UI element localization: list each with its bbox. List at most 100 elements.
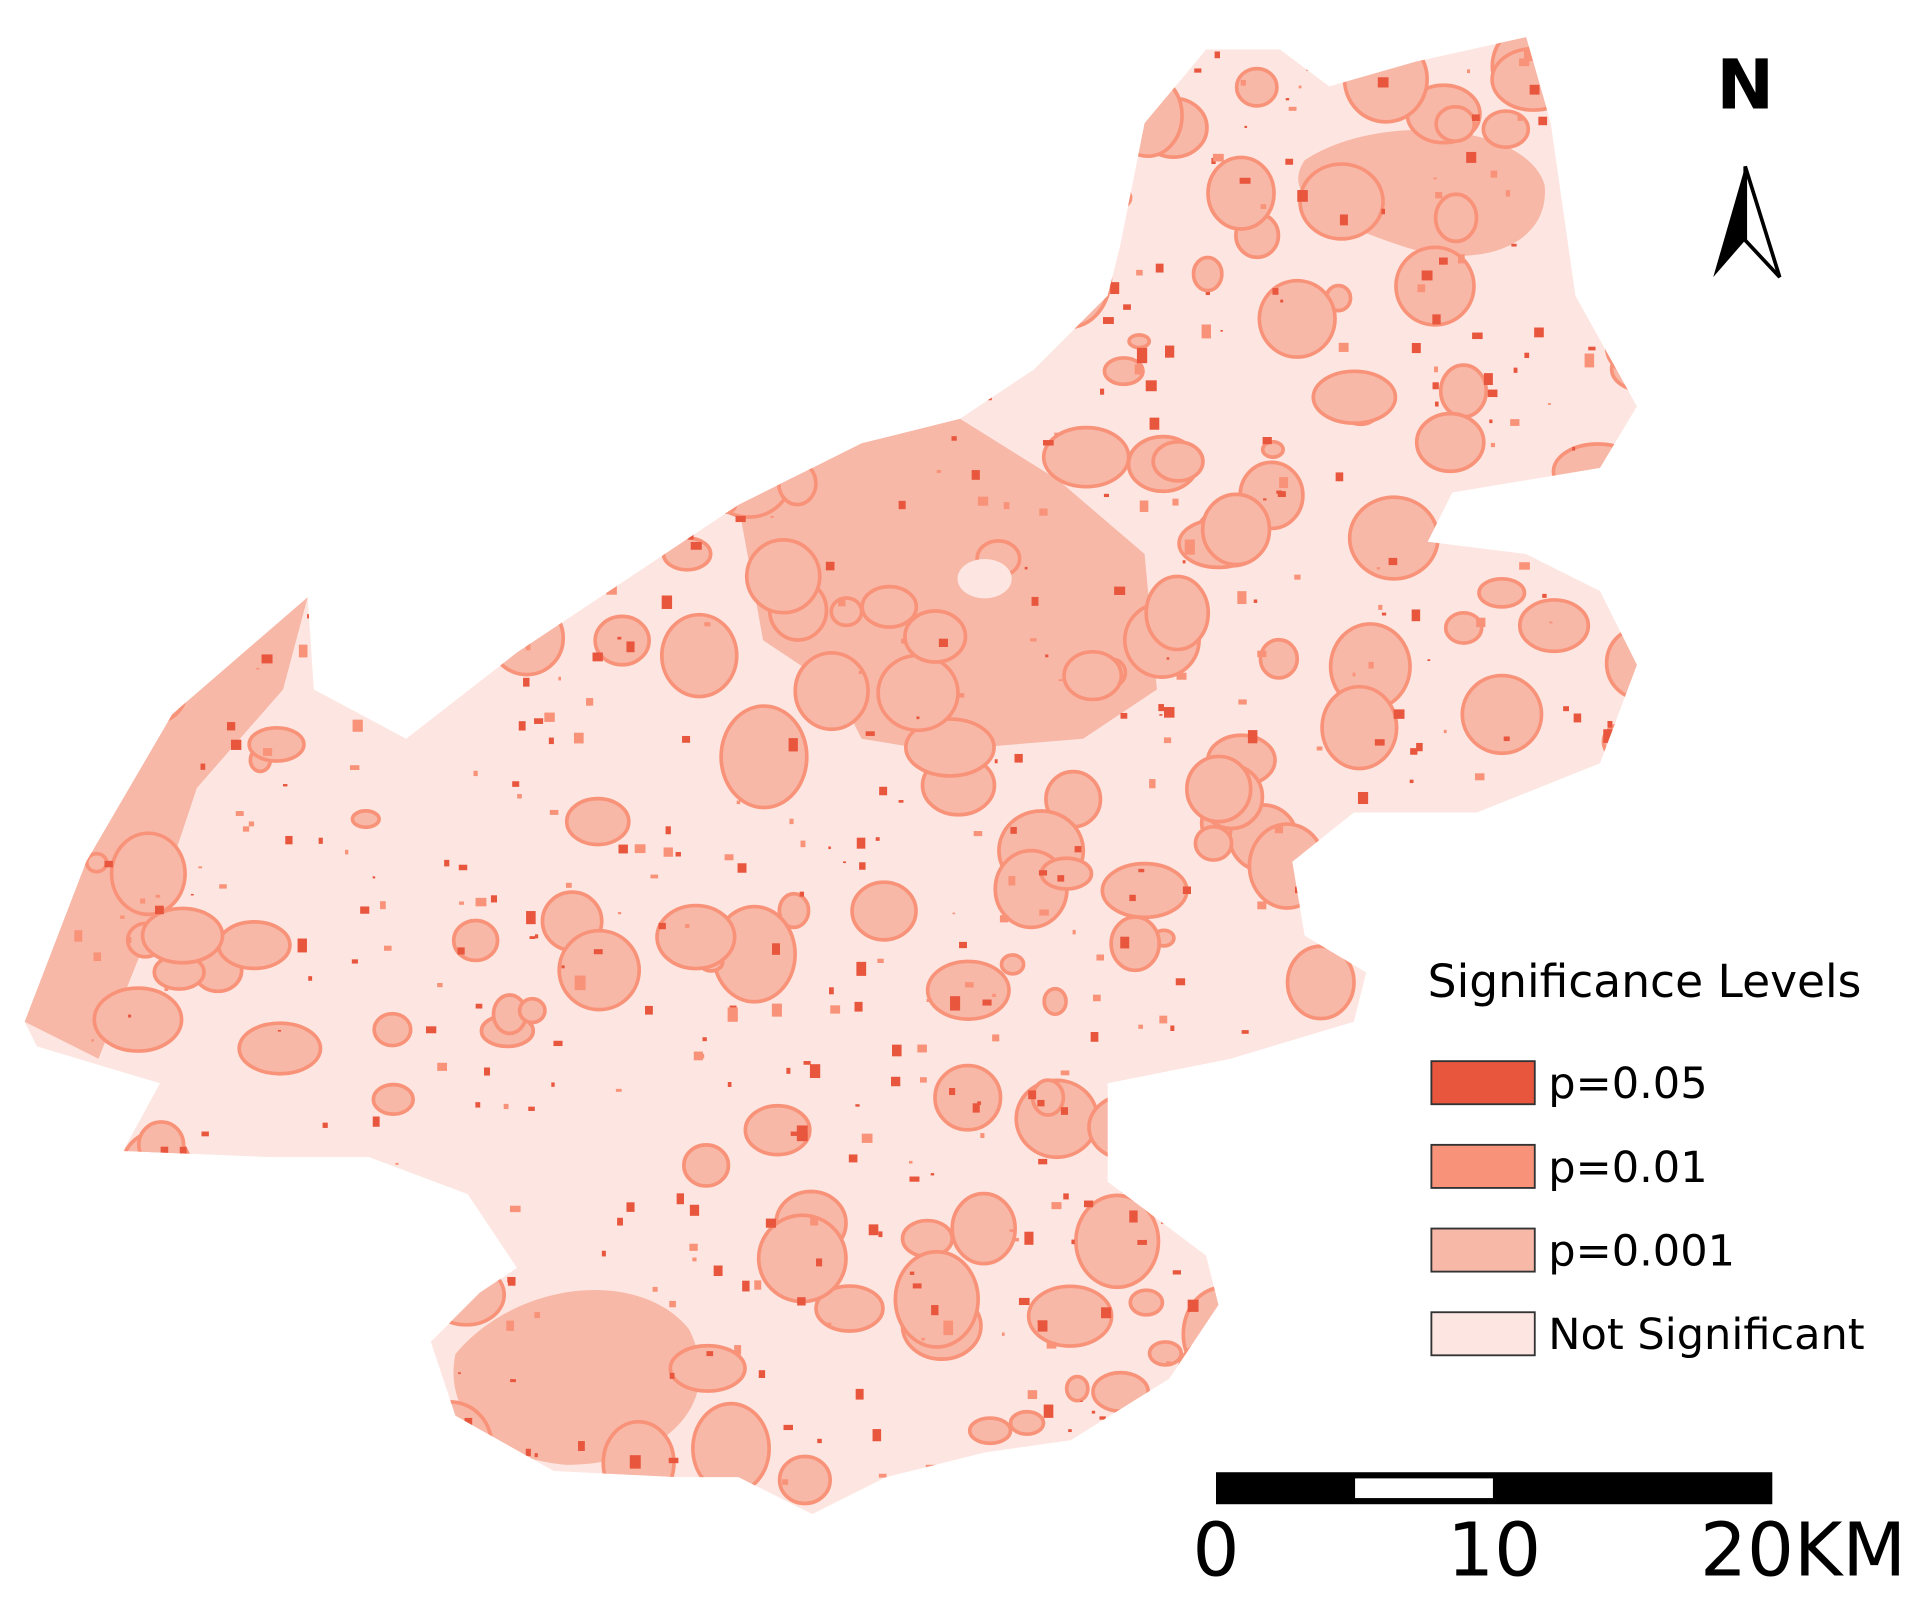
spot: [1573, 124, 1583, 130]
spot: [136, 161, 141, 165]
patch: [1100, 861, 1189, 920]
patch: [668, 1343, 747, 1393]
patch: [1434, 104, 1477, 144]
spot: [685, 362, 696, 373]
spot: [551, 1082, 555, 1087]
patch: [967, 1416, 1013, 1446]
spot: [468, 1484, 480, 1495]
patch: [1433, 192, 1479, 244]
spot: [458, 864, 468, 871]
spot: [510, 398, 516, 406]
patch: [1247, 822, 1327, 910]
spot: [1343, 1368, 1349, 1373]
spot: [141, 1312, 148, 1321]
spot: [91, 1039, 94, 1042]
spot: [531, 285, 543, 296]
spot: [837, 123, 847, 132]
spot: [868, 1224, 879, 1236]
spot: [1120, 1184, 1128, 1193]
patch: [1310, 1307, 1342, 1341]
spot: [1182, 886, 1192, 895]
patch: [1563, 120, 1593, 143]
spot: [395, 1230, 399, 1234]
spot: [120, 1223, 128, 1232]
spot: [529, 936, 536, 940]
spot: [307, 614, 311, 619]
spot: [510, 1466, 513, 1470]
spot: [1001, 1332, 1005, 1336]
patch: [856, 208, 895, 246]
patch: [756, 1213, 848, 1304]
spot: [727, 1007, 738, 1022]
spot: [1402, 1177, 1413, 1189]
spot: [783, 1424, 793, 1431]
spot: [322, 1122, 328, 1128]
spot: [549, 809, 559, 815]
spot: [724, 854, 734, 861]
spot: [1176, 672, 1187, 680]
spot: [1060, 1070, 1070, 1076]
patch: [814, 1284, 885, 1333]
spot: [1024, 1231, 1034, 1245]
spot: [685, 923, 690, 929]
spot: [946, 95, 957, 108]
spot: [1590, 86, 1598, 94]
spot: [321, 481, 325, 486]
spot: [1348, 1074, 1353, 1081]
spot: [558, 676, 561, 681]
spot: [523, 677, 530, 687]
patch: [180, 159, 234, 221]
spot: [893, 141, 904, 148]
spot: [879, 786, 888, 796]
spot: [1475, 1109, 1478, 1113]
spot: [1257, 901, 1267, 910]
patch: [903, 717, 996, 778]
spot: [198, 866, 203, 869]
spot: [1405, 1312, 1416, 1322]
patch: [1145, 1073, 1235, 1170]
spot: [195, 595, 200, 599]
spot: [499, 109, 509, 119]
spot: [838, 598, 846, 607]
patch: [933, 1063, 1003, 1132]
patch: [760, 435, 794, 465]
patch: [950, 1191, 1018, 1266]
legend-label: p=0.001: [1548, 1226, 1735, 1276]
spot: [74, 930, 83, 942]
spot: [372, 1116, 380, 1127]
spot: [499, 629, 509, 635]
patch: [1008, 1409, 1046, 1437]
spot: [1457, 254, 1465, 264]
spot: [1161, 1220, 1166, 1224]
spot: [1540, 1131, 1548, 1137]
spot: [1563, 706, 1569, 712]
spot: [1263, 498, 1267, 501]
spot: [1645, 1043, 1650, 1050]
spot: [1388, 557, 1398, 566]
spot: [919, 1077, 927, 1083]
spot: [1239, 177, 1251, 184]
spot: [1046, 1341, 1057, 1349]
patch: [1193, 824, 1234, 862]
spot: [1175, 1079, 1179, 1084]
patch: [488, 599, 566, 677]
spot: [742, 1280, 750, 1292]
spot: [669, 1300, 676, 1308]
legend-label: Not Significant: [1548, 1310, 1864, 1360]
patch: [661, 536, 713, 572]
spot: [1038, 1158, 1048, 1165]
spot: [600, 296, 611, 310]
spot: [1099, 388, 1105, 395]
spot: [544, 712, 555, 722]
north-arrow: N: [1713, 46, 1782, 279]
hole: [957, 559, 1012, 599]
spot: [517, 793, 522, 799]
spot: [1362, 1372, 1366, 1376]
patch: [1206, 155, 1276, 231]
patch: [371, 1082, 415, 1116]
spot: [346, 647, 351, 651]
patch: [140, 906, 225, 965]
spot: [119, 260, 128, 266]
legend-swatch: [1430, 1227, 1536, 1273]
spot: [349, 765, 360, 771]
